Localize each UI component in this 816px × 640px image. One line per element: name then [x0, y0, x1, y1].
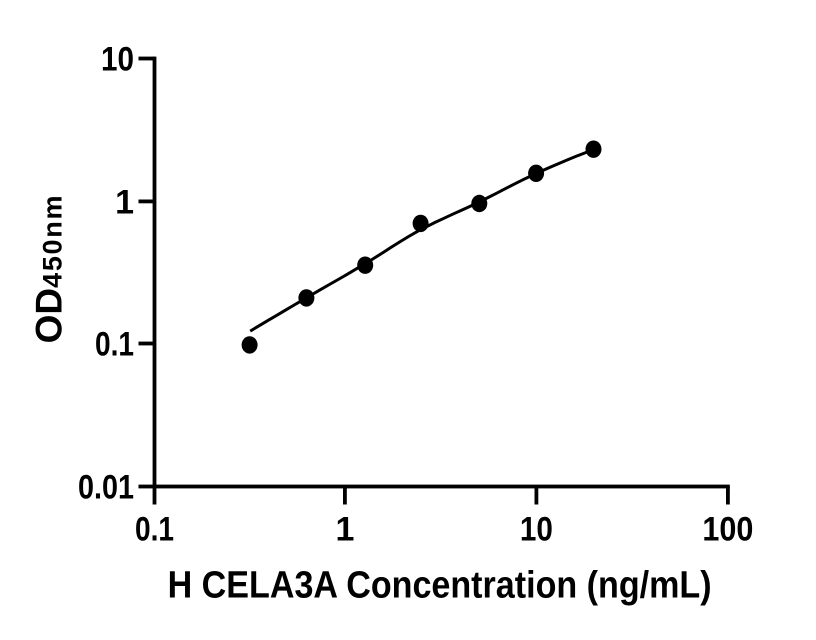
svg-text:10: 10 — [520, 511, 553, 549]
svg-text:100: 100 — [702, 511, 753, 549]
svg-text:1: 1 — [115, 183, 134, 221]
svg-text:OD450nm: OD450nm — [29, 194, 70, 344]
svg-text:0.1: 0.1 — [135, 511, 174, 549]
svg-text:H CELA3A Concentration (ng/mL): H CELA3A Concentration (ng/mL) — [168, 565, 712, 607]
svg-text:10: 10 — [101, 40, 134, 78]
svg-text:0.1: 0.1 — [95, 326, 134, 364]
svg-text:1: 1 — [335, 511, 354, 549]
svg-text:0.01: 0.01 — [78, 469, 134, 507]
